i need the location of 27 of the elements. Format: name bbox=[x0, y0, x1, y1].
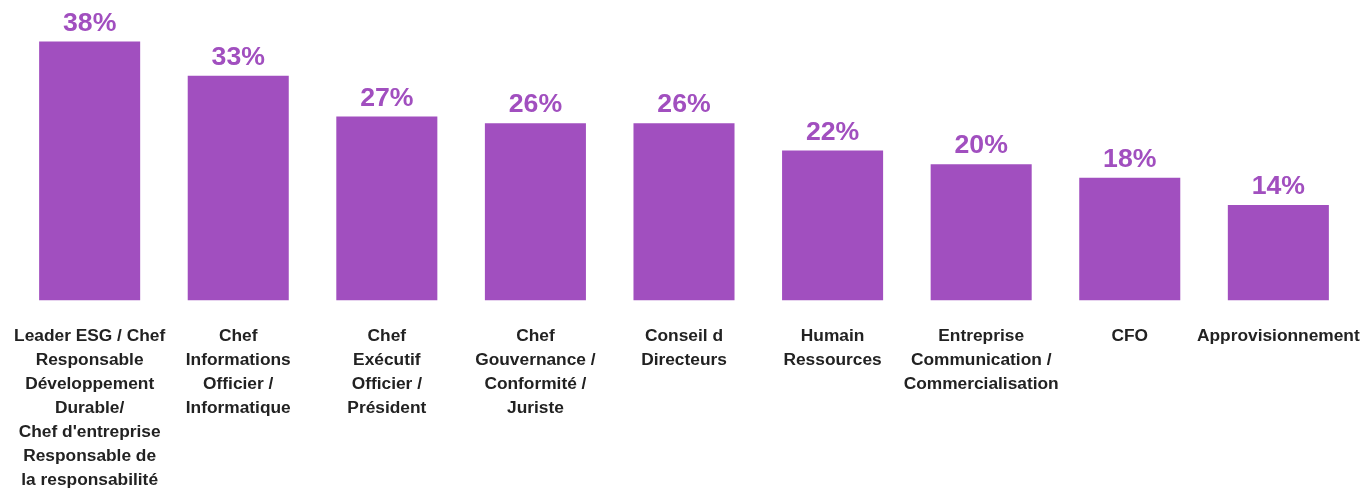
x-tick-label: Chef Informations Officier / Informatique bbox=[185, 324, 292, 417]
x-tick-label: Leader ESG / Chef Responsable Développement Durable/ Chef d'entreprise Responsable de la responsabilité bbox=[14, 324, 166, 489]
x-tick-label: Entreprise Communication / Commercialisation bbox=[903, 324, 1059, 393]
bar bbox=[484, 123, 586, 301]
x-tick-label: Conseil d Directeurs bbox=[641, 324, 727, 369]
data-label: 20% bbox=[954, 129, 1008, 160]
bar bbox=[187, 75, 289, 301]
x-tick-label: Humain Ressources bbox=[783, 324, 882, 369]
data-label: 27% bbox=[360, 81, 414, 112]
x-tick-label: Approvisionnement bbox=[1197, 324, 1360, 345]
x-tick-label: Chef Gouvernance / Conformité / Juriste bbox=[475, 324, 596, 417]
bar bbox=[633, 123, 735, 301]
bar bbox=[39, 41, 141, 301]
data-label: 18% bbox=[1103, 142, 1157, 173]
data-label: 14% bbox=[1251, 170, 1306, 201]
x-tick-label: Chef Exécutif Officier / Président bbox=[347, 324, 427, 417]
data-label: 38% bbox=[62, 6, 117, 37]
x-tick-label: CFO bbox=[1111, 324, 1149, 345]
bar bbox=[930, 164, 1032, 301]
bar bbox=[782, 150, 884, 301]
bar bbox=[1227, 205, 1329, 301]
bar bbox=[336, 116, 438, 301]
data-label: 26% bbox=[657, 88, 711, 119]
data-label: 26% bbox=[508, 88, 563, 119]
data-label: 22% bbox=[805, 115, 860, 146]
bar bbox=[1079, 177, 1181, 301]
data-label: 33% bbox=[211, 40, 265, 71]
